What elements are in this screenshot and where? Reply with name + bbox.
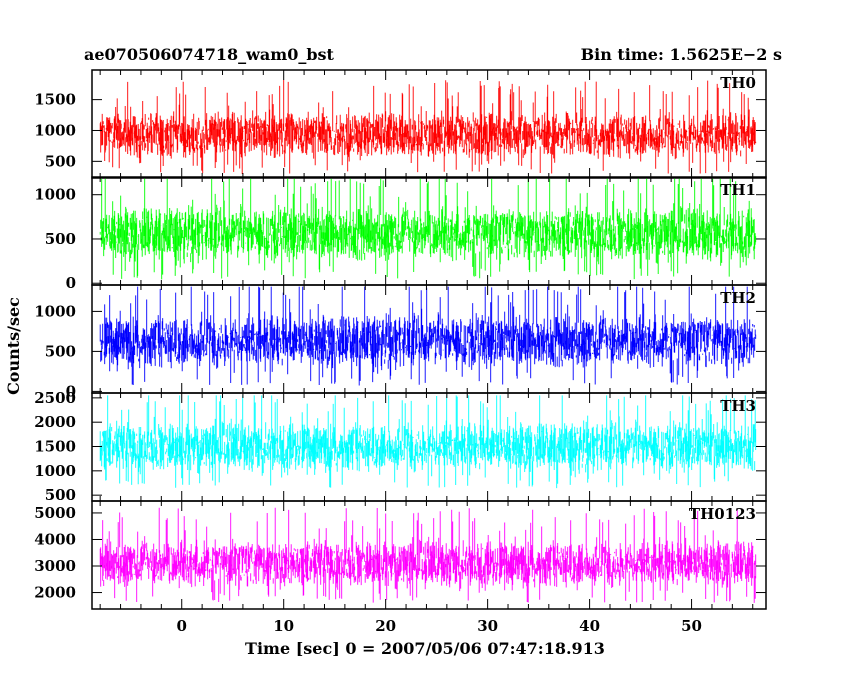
panel-label: TH2: [720, 289, 756, 307]
y-tick-label: 1000: [34, 186, 76, 204]
y-tick-label: 1500: [34, 91, 76, 109]
chart-title: ae070506074718_wam0_bst: [84, 45, 335, 64]
panel-th3: 500 1000 1500 2000 2500 TH3: [34, 389, 767, 504]
panel-th0123: 2000 3000 4000 5000 TH0123: [34, 500, 767, 610]
panel-th0: 500 1000 1500 TH0: [34, 69, 767, 179]
panel-th2: 0 500 1000 TH2: [34, 284, 767, 400]
y-tick-label: 2000: [34, 413, 76, 431]
x-tick-label: 50: [681, 617, 702, 635]
panel-label: TH3: [720, 397, 756, 415]
panel-label: TH0123: [689, 505, 756, 523]
series-line-th2: [99, 286, 757, 386]
y-tick-label: 0: [66, 274, 76, 292]
series-line-th1: [99, 178, 757, 280]
series-line-th0: [99, 79, 757, 174]
panel-label: TH0: [720, 74, 756, 92]
y-axis-label: Counts/sec: [4, 297, 23, 395]
y-tick-label: 1500: [34, 438, 76, 456]
x-axis-label: Time [sec] 0 = 2007/05/06 07:47:18.913: [245, 639, 605, 658]
y-tick-label: 4000: [34, 530, 76, 548]
panel-label: TH1: [720, 181, 756, 199]
x-tick-label: 0: [177, 617, 187, 635]
x-tick-label: 20: [375, 617, 396, 635]
series-line-th3: [99, 395, 757, 489]
series-line-th0123: [99, 507, 757, 603]
bin-time-label: Bin time: 1.5625E−2 s: [581, 45, 782, 64]
y-tick-label: 2000: [34, 584, 76, 602]
y-tick-label: 3000: [34, 557, 76, 575]
panel-frame: [91, 69, 767, 179]
y-tick-label: 500: [45, 152, 76, 170]
y-tick-label: 0: [66, 382, 76, 400]
x-tick-label: 30: [477, 617, 498, 635]
x-tick-label: 10: [273, 617, 294, 635]
y-tick-label: 5000: [34, 504, 76, 522]
y-tick-label: 2500: [34, 389, 76, 407]
y-tick-label: 500: [45, 230, 76, 248]
y-tick-label: 1000: [34, 121, 76, 139]
y-tick-label: 500: [45, 342, 76, 360]
panel-frame: [91, 500, 767, 610]
x-tick-label: 40: [579, 617, 600, 635]
y-tick-label: 1000: [34, 302, 76, 320]
y-tick-label: 1000: [34, 462, 76, 480]
y-tick-label: 500: [45, 486, 76, 504]
panel-th1: 0 500 1000 TH1: [34, 176, 767, 292]
